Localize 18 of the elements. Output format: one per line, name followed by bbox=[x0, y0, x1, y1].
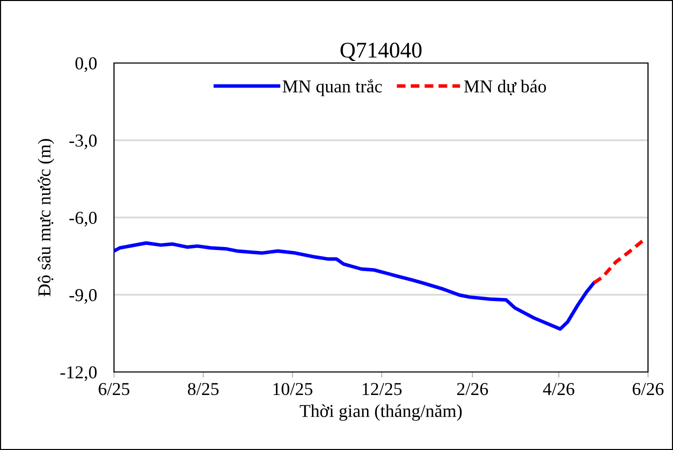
y-tick-label: -9,0 bbox=[69, 289, 97, 304]
x-tick-label: 10/25 bbox=[274, 382, 312, 396]
legend-label: MN dự báo bbox=[464, 80, 546, 96]
y-axis-title: Độ sâu mực nước (m) bbox=[38, 139, 54, 296]
x-tick-label: 2/26 bbox=[457, 382, 488, 396]
y-tick-label: -3,0 bbox=[69, 134, 97, 150]
y-tick-label: -12,0 bbox=[60, 366, 97, 382]
chart-title: Q714040 bbox=[340, 42, 422, 62]
x-axis-title: Thời gian (tháng/năm) bbox=[300, 404, 462, 421]
y-tick-label: 0,0 bbox=[75, 57, 97, 72]
y-tick-label: -6,0 bbox=[69, 212, 97, 227]
x-tick-label: 8/25 bbox=[188, 382, 219, 396]
x-tick-label: 6/25 bbox=[98, 382, 130, 396]
legend-label: MN quan trắc bbox=[282, 79, 382, 96]
x-tick-label: 12/25 bbox=[362, 382, 402, 396]
line-series bbox=[114, 241, 596, 331]
x-tick-label: 4/26 bbox=[543, 382, 574, 396]
x-tick-label: 6/26 bbox=[632, 382, 664, 396]
